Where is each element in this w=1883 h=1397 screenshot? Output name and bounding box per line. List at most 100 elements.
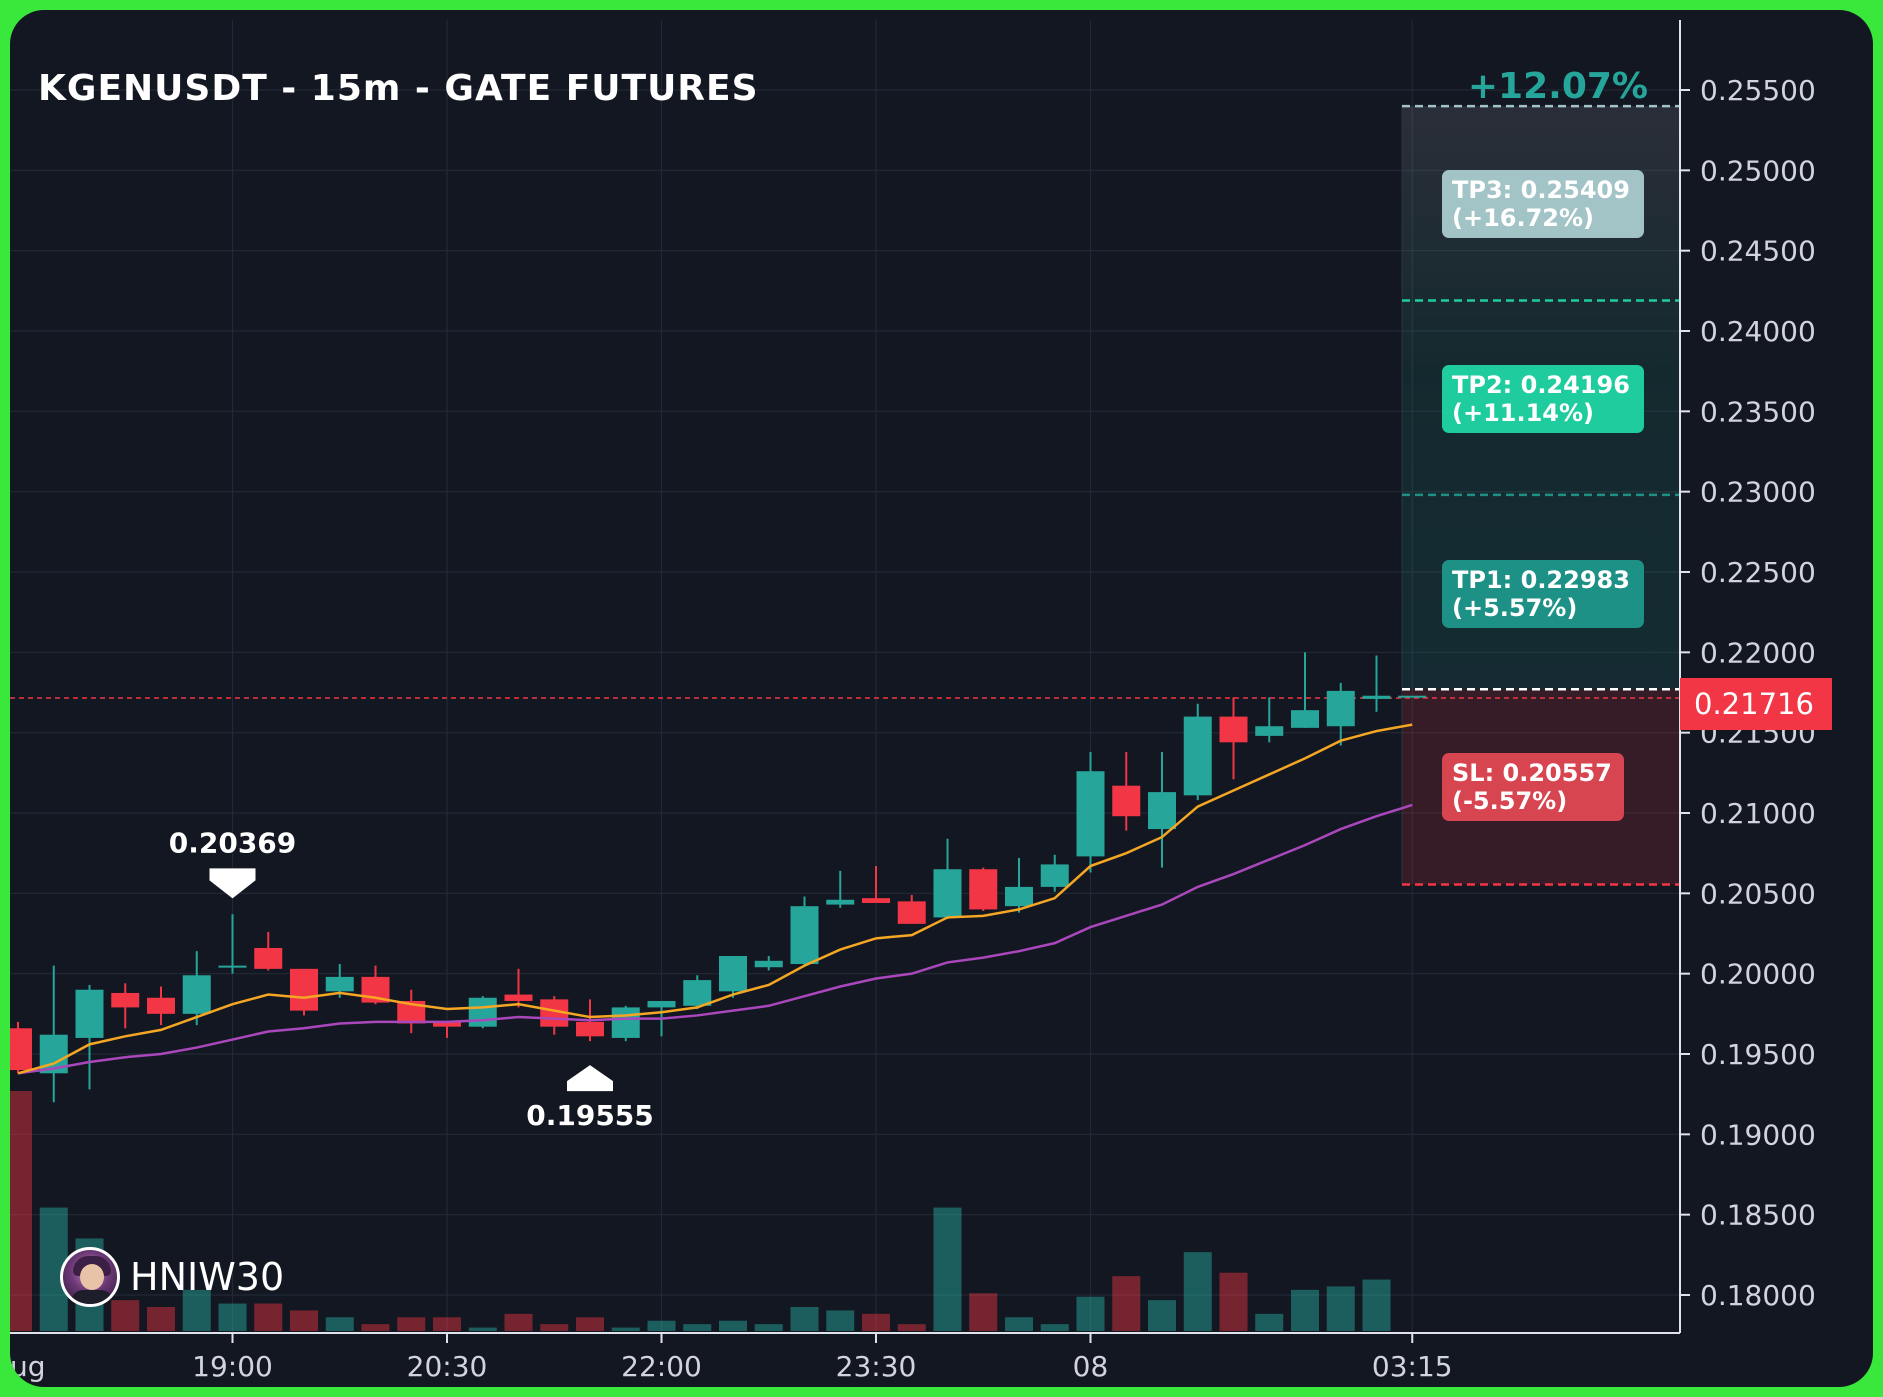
volume-bar [1219, 1272, 1248, 1331]
volume-bar [1255, 1313, 1284, 1331]
volume-bar [218, 1303, 247, 1331]
low-annotation-label: 0.19555 [526, 1099, 654, 1132]
y-tick-label: 0.19500 [1700, 1038, 1816, 1071]
candle-body [254, 947, 283, 969]
tp3-price: TP3: 0.25409 [1452, 176, 1630, 204]
watermark: HNIW30 [60, 1246, 284, 1308]
volume-bar [182, 1289, 211, 1331]
stop-loss-label: SL: 0.20557 (-5.57%) [1442, 753, 1624, 821]
candle-body [147, 997, 175, 1014]
x-tick-label: 08 [1073, 1350, 1109, 1383]
volume-bar [683, 1324, 712, 1331]
avatar-icon [60, 1247, 120, 1307]
current-price-tag: 0.21716 [1680, 678, 1832, 730]
y-tick-label: 0.24000 [1700, 315, 1816, 348]
y-tick-label: 0.18500 [1700, 1199, 1816, 1232]
high-annotation-label: 0.20369 [169, 826, 297, 859]
x-tick-label: ug [10, 1350, 46, 1383]
y-tick-label: 0.25000 [1700, 154, 1816, 187]
chart-frame: 0.20369 0.19555 0.18000 0.18500 0.19000 0.195… [10, 10, 1873, 1387]
watermark-name: HNIW30 [130, 1255, 285, 1299]
volume-bar [325, 1317, 354, 1331]
candle-body [719, 955, 747, 992]
volume-bar [397, 1317, 426, 1331]
volume-bar [576, 1317, 604, 1331]
candle-body [218, 965, 247, 968]
candle-body [468, 997, 497, 1027]
candle-body [397, 1000, 426, 1024]
candle-body [1362, 695, 1391, 699]
tp2-price: TP2: 0.24196 [1452, 371, 1630, 399]
candle-body [897, 901, 926, 924]
candle-body [111, 992, 140, 1008]
candle-body [647, 1000, 676, 1008]
candle-body [1040, 864, 1069, 887]
volume-bar [1362, 1279, 1391, 1331]
range-percent-label: +12.07% [1467, 66, 1648, 107]
volume-bar [1148, 1300, 1176, 1331]
volume-bar [1040, 1324, 1069, 1331]
volume-bar [897, 1324, 926, 1331]
candle-body [576, 1021, 604, 1037]
y-tick-label: 0.22000 [1700, 636, 1816, 669]
x-tick-label: 03:15 [1372, 1350, 1453, 1383]
candle-body [862, 898, 890, 903]
candle-body [790, 906, 819, 965]
volume-bar [826, 1310, 855, 1331]
volume-bar [754, 1324, 783, 1331]
stop-loss-percent: (-5.57%) [1452, 787, 1568, 815]
low-arrow-icon [567, 1065, 613, 1092]
candle-body [1183, 716, 1212, 796]
ema-fast-line [17, 723, 1413, 1075]
y-tick-label: 0.23500 [1700, 395, 1816, 428]
volume-bar [290, 1310, 318, 1331]
y-tick-label: 0.23000 [1700, 476, 1816, 509]
x-tick-label: 22:00 [621, 1350, 702, 1383]
volume-bar [111, 1300, 140, 1331]
chart-title: KGENUSDT - 15m - GATE FUTURES [38, 68, 759, 109]
candle-body [1398, 695, 1427, 698]
volume-bar [969, 1293, 998, 1331]
volume-bar [719, 1320, 747, 1331]
tp2-label: TP2: 0.24196 (+11.14%) [1442, 365, 1644, 433]
y-tick-label: 0.22500 [1700, 556, 1816, 589]
tp1-price: TP1: 0.22983 [1452, 566, 1630, 594]
candle-body [611, 1007, 640, 1038]
candle-body [182, 975, 211, 1014]
volume-bar [611, 1327, 640, 1331]
high-arrow-icon [209, 868, 256, 899]
ema-slow-line [17, 803, 1413, 1075]
candle-body [1219, 716, 1248, 743]
candle-body [1291, 710, 1319, 728]
volume-bar [1112, 1276, 1141, 1331]
candle-body [290, 968, 318, 1011]
candle-body [969, 869, 998, 910]
volume-bar [1183, 1252, 1212, 1331]
volume-bar [933, 1207, 962, 1331]
volume-bar [468, 1327, 497, 1331]
candle-body [1076, 771, 1105, 857]
candle-body [826, 899, 855, 905]
candle-body [1326, 690, 1355, 727]
x-tick-label: 23:30 [836, 1350, 917, 1383]
volume-bar [361, 1324, 390, 1331]
y-tick-label: 0.24500 [1700, 235, 1816, 268]
y-tick-label: 0.20500 [1700, 877, 1816, 910]
candle-body [10, 1028, 32, 1071]
volume-bar [10, 1091, 32, 1331]
x-tick-label: 19:00 [192, 1350, 273, 1383]
volume-bar [504, 1313, 533, 1331]
stop-loss-price: SL: 0.20557 [1452, 759, 1612, 787]
candle-body [433, 1021, 461, 1027]
volume-bar [433, 1317, 461, 1331]
tp3-percent: (+16.72%) [1452, 204, 1595, 232]
y-tick-label: 0.21000 [1700, 797, 1816, 830]
candle-body [754, 960, 783, 968]
volume-bar [147, 1307, 175, 1331]
volume-bar [540, 1324, 569, 1331]
volume-bar [1005, 1317, 1033, 1331]
y-tick-label: 0.25500 [1700, 74, 1816, 107]
tp1-percent: (+5.57%) [1452, 594, 1578, 622]
volume-bar [1076, 1296, 1105, 1331]
volume-bar [1291, 1289, 1319, 1331]
